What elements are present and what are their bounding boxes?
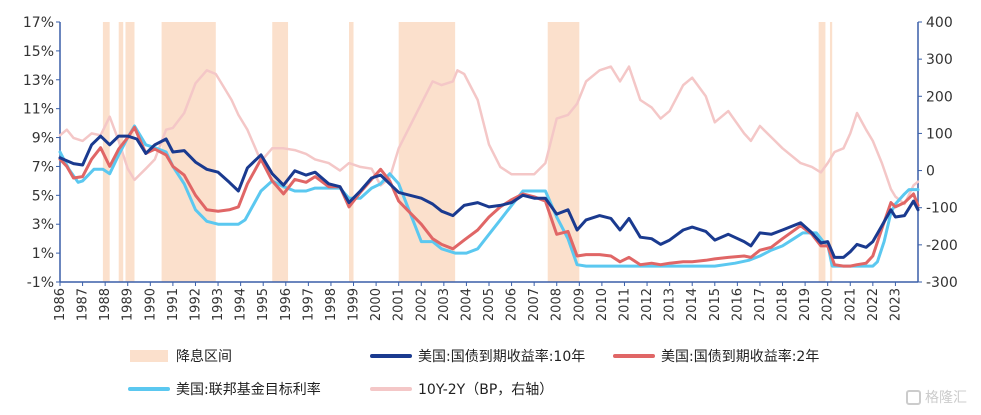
y-left-tick-label-4: 7%	[32, 159, 54, 175]
x-tick-label-37: 2023	[888, 288, 903, 321]
axes-layer: -1% 1% 3% 5% 7% 9% 11% 13% 15% 17% -300 -200 -100 0 10…	[23, 15, 958, 321]
y-right-tick-label-5: 200	[926, 89, 953, 105]
cut-period-9	[829, 22, 833, 282]
cut-periods-layer	[102, 22, 833, 282]
x-tick-label-12: 1998	[324, 288, 339, 321]
cut-period-0	[102, 22, 110, 282]
cut-period-5	[349, 22, 354, 282]
x-tick-label-1: 1987	[76, 288, 91, 321]
y-left-tick-label-1: 1%	[32, 246, 54, 262]
y-left-tick-label-8: 15%	[23, 44, 54, 60]
y-right-tick-label-2: -100	[926, 201, 958, 217]
x-tick-label-11: 1997	[301, 288, 316, 321]
x-tick-label-20: 2006	[505, 288, 520, 321]
x-tick-label-33: 2019	[798, 288, 813, 321]
y-left-tick-label-5: 9%	[32, 131, 54, 147]
x-tick-label-28: 2014	[685, 288, 700, 321]
y-left-tick-label-3: 5%	[32, 188, 54, 204]
legend-label-3: 美国:联邦基金目标利率	[176, 381, 321, 398]
x-tick-label-17: 2003	[437, 288, 452, 321]
logo-box-icon	[906, 389, 921, 405]
cut-period-6	[398, 22, 456, 282]
series-line-3	[58, 65, 920, 206]
cut-period-3	[161, 22, 216, 282]
cut-period-7	[547, 22, 580, 282]
x-tick-label-9: 1995	[256, 288, 271, 321]
x-tick-label-21: 2007	[527, 288, 542, 321]
x-tick-label-0: 1986	[53, 288, 68, 321]
y-left-tick-label-7: 13%	[23, 73, 54, 89]
x-tick-label-24: 2010	[595, 288, 610, 321]
watermark-text: 格隆汇	[925, 390, 967, 406]
watermark: 格隆汇	[906, 387, 967, 407]
x-tick-label-15: 2001	[392, 288, 407, 321]
x-tick-label-30: 2016	[730, 288, 745, 321]
x-tick-label-7: 1993	[211, 288, 226, 321]
x-tick-label-2: 1988	[98, 288, 113, 321]
y-right-tick-label-1: -200	[926, 238, 958, 254]
x-tick-label-27: 2013	[663, 288, 678, 321]
x-tick-label-22: 2008	[550, 288, 565, 321]
series-layer	[58, 65, 920, 268]
y-right-tick-label-7: 400	[926, 15, 953, 31]
legend-swatch-0	[130, 350, 168, 362]
x-tick-label-31: 2017	[753, 288, 768, 321]
x-tick-label-16: 2002	[414, 288, 429, 321]
x-tick-label-5: 1991	[166, 288, 181, 321]
y-left-tick-label-6: 11%	[23, 102, 54, 118]
x-tick-label-19: 2005	[482, 288, 497, 321]
legend-label-2: 美国:国债到期收益率:2年	[661, 348, 819, 365]
x-tick-label-26: 2012	[640, 288, 655, 321]
x-tick-label-8: 1994	[234, 288, 249, 321]
y-right-tick-label-4: 100	[926, 126, 953, 142]
y-right-tick-label-0: -300	[926, 275, 958, 291]
x-tick-label-25: 2011	[617, 288, 632, 321]
x-tick-label-36: 2022	[866, 288, 881, 321]
y-right-tick-label-3: 0	[926, 164, 935, 180]
x-tick-label-29: 2015	[708, 288, 723, 321]
x-tick-label-18: 2004	[459, 288, 474, 321]
legend-label-0: 降息区间	[176, 348, 232, 365]
legend-label-1: 美国:国债到期收益率:10年	[418, 348, 585, 365]
x-tick-label-35: 2021	[843, 288, 858, 321]
x-tick-label-23: 2009	[572, 288, 587, 321]
x-tick-label-14: 2000	[369, 288, 384, 321]
x-tick-label-6: 1992	[188, 288, 203, 321]
cut-period-2	[125, 22, 135, 282]
x-tick-label-32: 2018	[776, 288, 791, 321]
x-tick-label-10: 1996	[279, 288, 294, 321]
y-left-tick-label-2: 3%	[32, 217, 54, 233]
cut-period-8	[818, 22, 826, 282]
y-right-tick-label-6: 300	[926, 52, 953, 68]
y-left-tick-label-0: -1%	[27, 275, 54, 291]
y-left-tick-label-9: 17%	[23, 15, 54, 31]
x-tick-label-34: 2020	[821, 288, 836, 321]
legend: 降息区间 美国:国债到期收益率:10年 美国:国债到期收益率:2年美国:联邦基金目标…	[128, 348, 819, 398]
x-tick-label-13: 1999	[347, 288, 362, 321]
series-line-0	[58, 134, 920, 259]
x-tick-label-3: 1989	[121, 288, 136, 321]
legend-label-4: 10Y-2Y（BP，右轴）	[418, 382, 553, 398]
cut-period-4	[272, 22, 289, 282]
x-tick-label-4: 1990	[143, 288, 158, 321]
